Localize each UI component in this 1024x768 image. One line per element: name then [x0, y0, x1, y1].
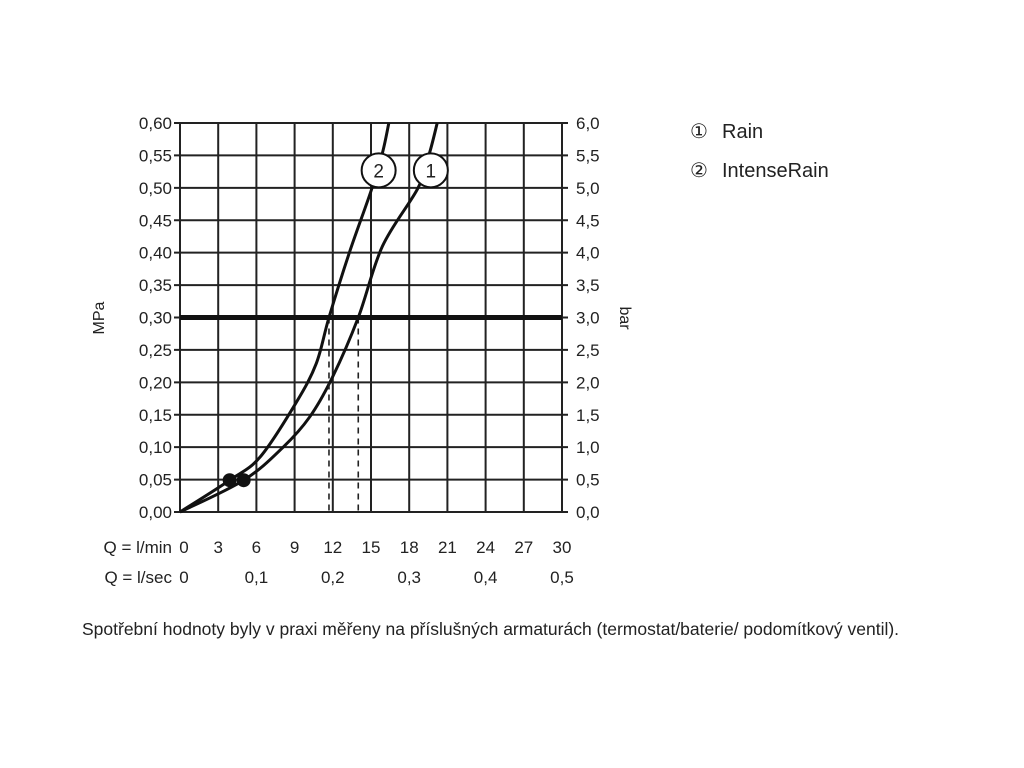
x-tick-label: 18: [400, 538, 419, 557]
y-tick-label-right: 4,5: [576, 211, 600, 230]
y-tick-label-right: 1,0: [576, 438, 600, 457]
y-tick-label-right: 3,0: [576, 309, 600, 328]
series-marker-circle: [360, 152, 397, 189]
x-axis-row-label: Q = l/sec: [104, 568, 172, 587]
y-tick-label-right: 2,5: [576, 341, 600, 360]
chart-caption: Spotřební hodnoty byly v praxi měřeny na…: [82, 619, 900, 639]
y-tick-label-right: 5,0: [576, 179, 600, 198]
y-tick-label-right: 4,0: [576, 244, 600, 263]
x-tick-label: 0,3: [397, 568, 421, 587]
y-tick-label-left: 0,10: [139, 438, 172, 457]
y-tick-label-left: 0,15: [139, 406, 172, 425]
x-tick-label: 9: [290, 538, 299, 557]
x-tick-label: 0,5: [550, 568, 574, 587]
y-tick-label-left: 0,60: [139, 114, 172, 133]
y-tick-label-left: 0,25: [139, 341, 172, 360]
y-tick-label-right: 1,5: [576, 406, 600, 425]
y-tick-label-left: 0,35: [139, 276, 172, 295]
y-tick-label-left: 0,20: [139, 373, 172, 392]
x-tick-label: 0,4: [474, 568, 498, 587]
y-axis-label-left: MPa: [91, 301, 108, 334]
x-tick-label: 27: [514, 538, 533, 557]
legend-label: Rain: [722, 121, 763, 143]
series-dot: [222, 473, 237, 488]
series-marker-label: 2: [373, 161, 384, 182]
legend-label: IntenseRain: [722, 160, 829, 182]
y-tick-label-left: 0,00: [139, 503, 172, 522]
x-tick-label: 0: [179, 568, 188, 587]
y-tick-label-right: 0,5: [576, 471, 600, 490]
x-tick-label: 12: [323, 538, 342, 557]
series-marker-label: 1: [426, 161, 437, 182]
y-tick-label-left: 0,45: [139, 211, 172, 230]
y-tick-label-left: 0,30: [139, 309, 172, 328]
legend-symbol: ②: [690, 160, 708, 182]
x-tick-label: 30: [553, 538, 572, 557]
y-axis-label-right: bar: [616, 306, 633, 330]
series-dot: [236, 473, 251, 488]
x-tick-label: 24: [476, 538, 495, 557]
y-tick-label-right: 6,0: [576, 114, 600, 133]
y-tick-label-left: 0,50: [139, 179, 172, 198]
series-marker-circle: [412, 152, 449, 189]
y-tick-label-right: 2,0: [576, 373, 600, 392]
y-tick-label-right: 5,5: [576, 146, 600, 165]
x-tick-label: 3: [213, 538, 222, 557]
x-axis-row-label: Q = l/min: [104, 538, 173, 557]
x-tick-label: 0,1: [245, 568, 269, 587]
legend-symbol: ①: [690, 121, 708, 143]
y-tick-label-right: 3,5: [576, 276, 600, 295]
y-tick-label-left: 0,40: [139, 244, 172, 263]
x-tick-label: 0: [179, 538, 188, 557]
x-tick-label: 6: [252, 538, 261, 557]
x-tick-label: 0,2: [321, 568, 345, 587]
x-tick-label: 15: [362, 538, 381, 557]
y-tick-label-left: 0,55: [139, 146, 172, 165]
y-tick-label-right: 0,0: [576, 503, 600, 522]
x-tick-label: 21: [438, 538, 457, 557]
y-tick-label-left: 0,05: [139, 471, 172, 490]
